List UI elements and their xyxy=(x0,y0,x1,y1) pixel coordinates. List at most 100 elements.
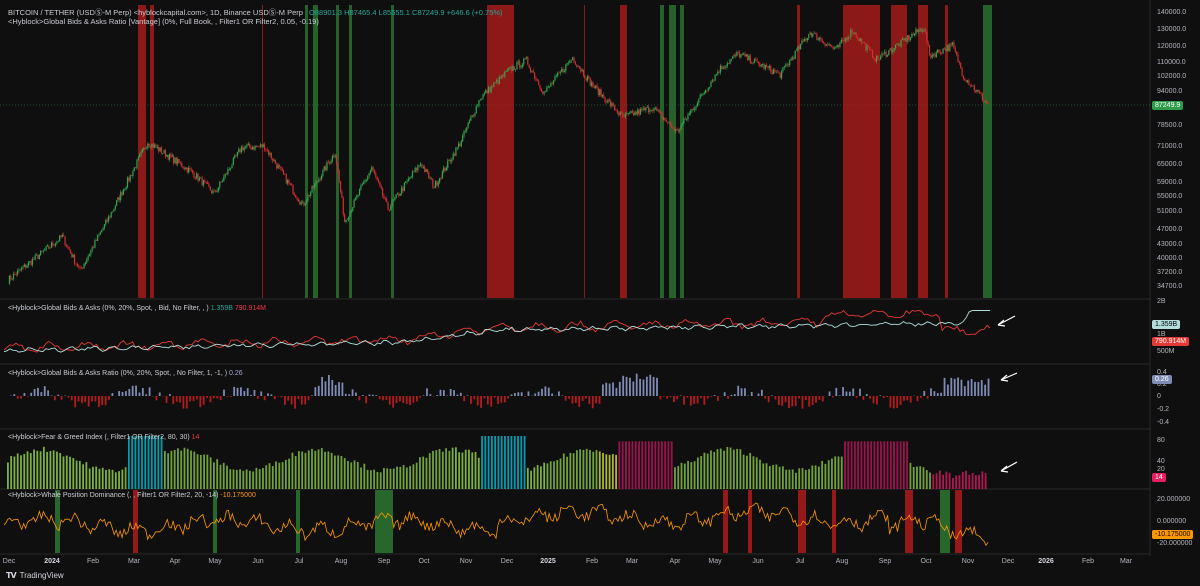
price-candle xyxy=(733,55,735,57)
fear-greed-bar xyxy=(327,451,330,489)
price-candle xyxy=(183,168,186,170)
fear-greed-bar xyxy=(667,441,670,489)
panel2-value: 0.26 xyxy=(229,370,243,377)
fear-greed-bar xyxy=(755,457,758,489)
price-candle xyxy=(284,174,286,175)
fear-greed-bar xyxy=(337,455,340,489)
ratio-bar xyxy=(344,393,347,396)
ratio-bar xyxy=(818,396,821,400)
ratio-bar xyxy=(909,396,912,403)
price-candle xyxy=(358,189,361,195)
ratio-bar xyxy=(111,393,114,396)
ratio-bar xyxy=(405,396,408,404)
panel2-header[interactable]: <Hyblock>Global Bids & Asks Ratio (0%, 2… xyxy=(8,370,243,377)
panel3-header[interactable]: <Hyblock>Fear & Greed Index (, Filter1 O… xyxy=(8,434,199,441)
fear-greed-bar xyxy=(785,469,788,489)
price-candle xyxy=(97,235,99,241)
fear-greed-bar xyxy=(978,474,980,489)
price-candle xyxy=(139,154,141,158)
panel4-header[interactable]: <Hyblock>Whale Position Dominance (, , F… xyxy=(8,492,256,499)
price-candle xyxy=(141,149,144,153)
ratio-bar xyxy=(838,395,841,396)
fear-greed-bar xyxy=(664,441,667,489)
fear-greed-bar xyxy=(409,466,412,489)
ratio-bar xyxy=(635,373,638,396)
time-tick-label: Apr xyxy=(169,558,181,565)
price-candle xyxy=(783,66,785,68)
fear-greed-bar xyxy=(281,462,284,489)
price-candle xyxy=(278,165,281,167)
fear-greed-bar xyxy=(736,448,739,489)
fear-greed-bar xyxy=(454,447,457,489)
dominance-signal-band xyxy=(133,490,138,553)
fear-greed-bar xyxy=(245,469,248,489)
fear-greed-bar xyxy=(389,468,392,489)
fear-greed-bar xyxy=(945,471,948,489)
price-candle xyxy=(650,110,652,111)
ratio-bar xyxy=(229,396,232,397)
footer: 𝗧𝗩 TradingView xyxy=(6,571,64,580)
fear-greed-bar xyxy=(860,441,863,489)
ratio-bar xyxy=(700,396,702,399)
price-candle xyxy=(980,93,982,95)
price-candle xyxy=(304,203,306,206)
ratio-bar xyxy=(781,396,784,406)
ratio-bar xyxy=(767,396,770,403)
price-candle xyxy=(593,87,595,88)
price-candle xyxy=(873,57,875,59)
price-candle xyxy=(117,197,119,201)
price-candle xyxy=(837,45,840,48)
price-candle xyxy=(904,38,906,41)
ratio-bar xyxy=(588,396,591,405)
price-candle xyxy=(293,193,296,196)
dominance-signal-band xyxy=(55,490,60,553)
ratio-bar xyxy=(368,394,371,396)
price-candle xyxy=(65,245,68,247)
price-candle xyxy=(360,185,362,190)
fear-greed-bar xyxy=(952,478,954,489)
price-candle xyxy=(345,219,347,222)
panel1-header[interactable]: <Hyblock>Global Bids & Asks (0%, 20%, Sp… xyxy=(8,305,266,312)
price-candle xyxy=(565,64,567,71)
price-candle xyxy=(49,247,51,249)
price-candle xyxy=(652,110,654,111)
price-candle xyxy=(570,60,572,61)
time-tick-label: Jul xyxy=(795,558,805,565)
ratio-bar xyxy=(774,396,777,400)
price-candle xyxy=(718,71,720,73)
price-tick-label: 59000.0 xyxy=(1157,179,1183,186)
fear-greed-bar xyxy=(611,454,614,489)
fear-greed-bar xyxy=(749,452,752,489)
time-tick-label: Oct xyxy=(920,558,932,565)
fear-greed-bar xyxy=(582,449,585,489)
price-candle xyxy=(436,181,438,186)
fear-greed-bar xyxy=(674,467,676,489)
price-candle xyxy=(34,255,36,260)
price-candle xyxy=(814,32,817,34)
price-candle xyxy=(372,167,374,170)
price-candle xyxy=(616,110,618,114)
fear-greed-bar xyxy=(311,448,313,489)
price-candle xyxy=(109,216,111,218)
indicator-header[interactable]: <Hyblock>Global Bids & Asks Ratio [Vanta… xyxy=(8,17,319,26)
fear-greed-bar xyxy=(445,448,447,489)
price-candle xyxy=(721,65,723,69)
fear-greed-histogram xyxy=(7,436,987,489)
price-candle xyxy=(573,57,575,63)
ratio-bar xyxy=(649,374,652,396)
price-candle xyxy=(772,69,775,75)
ratio-bar xyxy=(835,387,838,396)
ratio-bar xyxy=(574,396,577,404)
fear-greed-bar xyxy=(127,436,130,489)
price-candle xyxy=(881,53,883,57)
fear-greed-bar xyxy=(641,441,644,489)
price-candle xyxy=(48,245,50,249)
price-candle xyxy=(588,76,590,78)
fear-greed-bar xyxy=(850,441,853,489)
fear-greed-bar xyxy=(438,449,441,489)
fear-greed-bar xyxy=(343,458,346,489)
price-candle xyxy=(645,107,647,111)
price-candle xyxy=(247,143,249,146)
price-candle xyxy=(742,53,745,55)
